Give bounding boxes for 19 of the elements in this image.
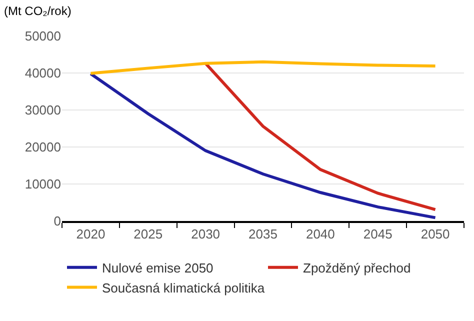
y-tick-label: 50000	[24, 28, 61, 44]
y-tick-label: 30000	[24, 102, 61, 118]
legend-label: Současná klimatická politika	[102, 280, 266, 296]
x-tick-label: 2020	[76, 226, 106, 242]
x-tick-label: 2025	[134, 226, 163, 242]
legend-label: Zpožděný přechod	[303, 260, 411, 276]
x-tick-label: 2040	[306, 226, 335, 242]
y-tick-label: 10000	[24, 176, 61, 192]
y-axis-title: (Mt CO₂/rok)	[4, 4, 72, 18]
line-series	[89, 60, 437, 75]
y-tick-label: 40000	[24, 66, 61, 81]
y-tick-label: 20000	[24, 140, 61, 155]
line-series	[89, 72, 437, 220]
legend-label: Nulové emise 2050	[102, 260, 214, 276]
x-tick-label: 2050	[420, 226, 450, 242]
x-tick-label: 2030	[191, 226, 220, 242]
x-tick-label: 2035	[248, 226, 278, 242]
y-tick-label: 0	[54, 214, 61, 229]
x-tick-label: 2045	[363, 226, 392, 242]
